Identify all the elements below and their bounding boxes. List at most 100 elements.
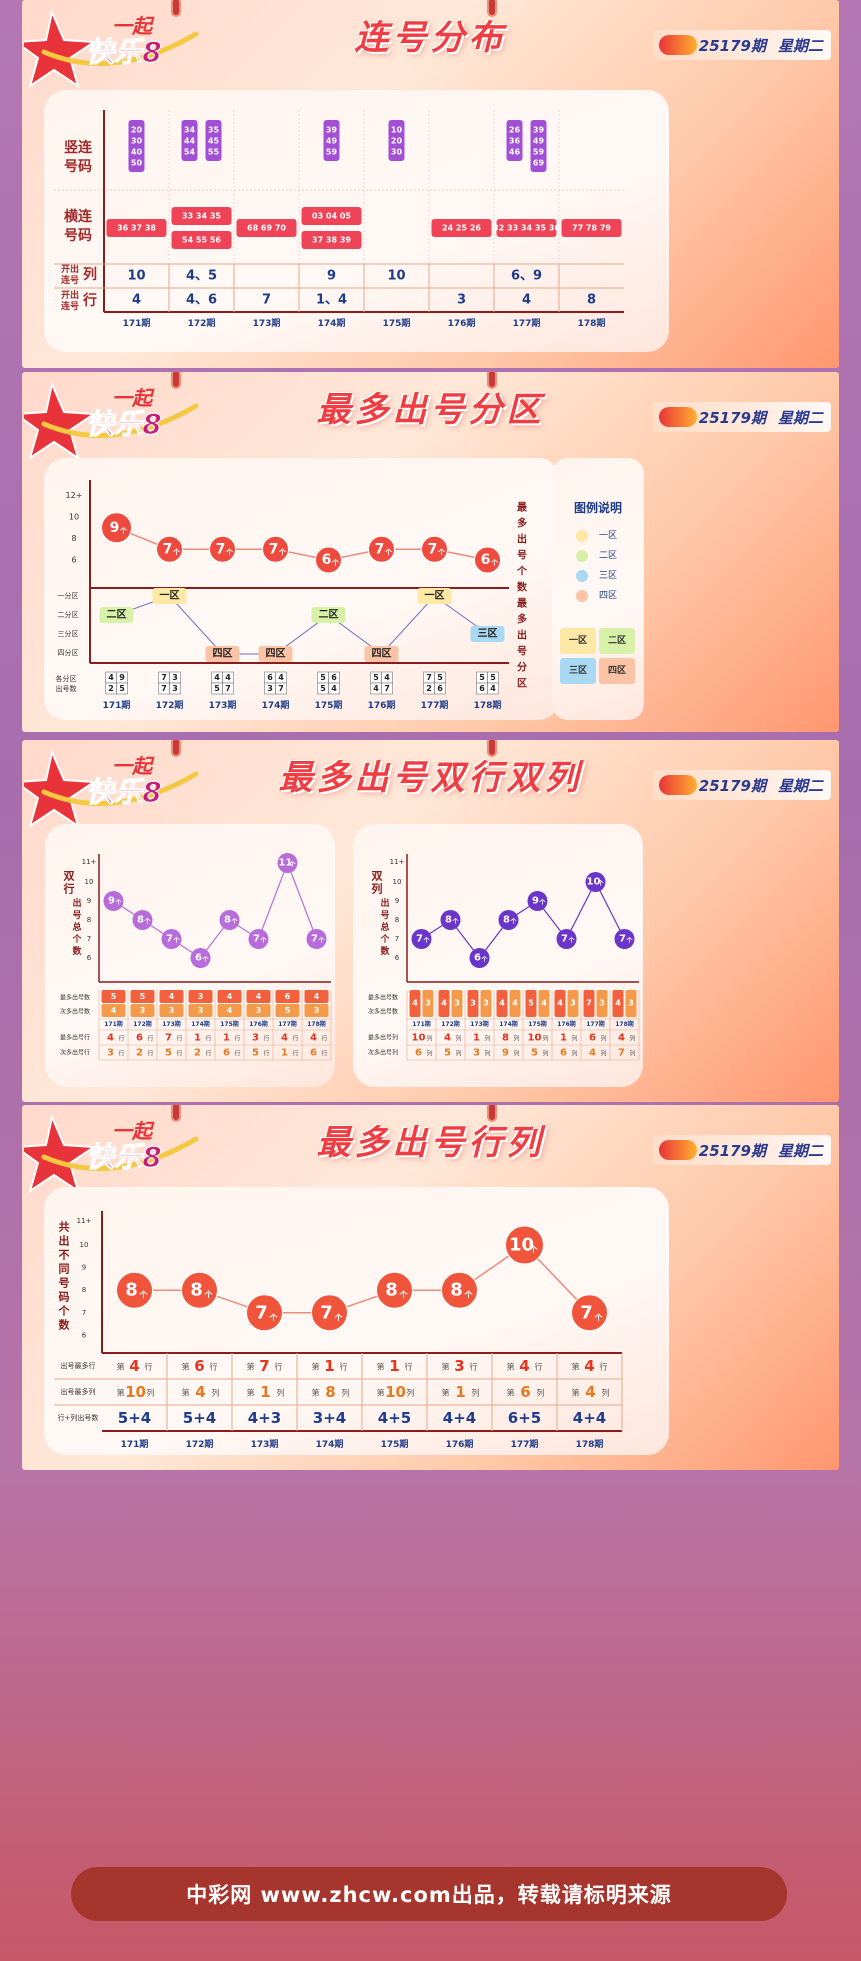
second-count-badge	[101, 1004, 126, 1017]
max-count: 5	[140, 992, 146, 1001]
zone-tick: 二分区	[58, 610, 79, 619]
second-suffix: 列	[600, 1050, 606, 1058]
horizontal-run-number: 77 78 79	[572, 224, 611, 233]
y-axis-label: 行	[63, 882, 75, 896]
vertical-run-number: 39	[326, 126, 338, 135]
row-prefix: 第	[442, 1362, 450, 1372]
max-value: 4	[310, 1033, 317, 1044]
row-suffix: 行	[600, 1362, 608, 1372]
section-title: 连号分布	[354, 18, 507, 58]
count-cell	[487, 682, 499, 695]
row-suffix: 行	[145, 1362, 153, 1372]
second-value: 1	[281, 1048, 288, 1059]
second-suffix: 行	[292, 1050, 298, 1058]
column-value: 10	[127, 269, 145, 284]
pin-icon	[171, 740, 181, 757]
data-label: 10	[587, 877, 601, 888]
period-label: 174期	[316, 1438, 344, 1450]
data-unit: 个	[139, 1290, 149, 1300]
vertical-run-number: 30	[131, 137, 143, 146]
second-suffix: 行	[321, 1050, 327, 1058]
data-point	[441, 1271, 478, 1309]
max-suffix: 列	[629, 1035, 635, 1043]
y-axis-label: 出	[517, 533, 527, 546]
count-value: 2	[426, 684, 432, 693]
second-count-badge	[567, 990, 579, 1017]
data-label: 6	[195, 953, 202, 964]
data-label: 8	[190, 1280, 203, 1301]
max-row: 4	[519, 1357, 529, 1375]
chart-card-rows: 11+ 10 9 8 7 6 双行出号总个数 9 个 8 个 7 个 6 个 8 个 7 个 11 个 7 个最多出号数 次多…	[45, 824, 335, 1087]
panel-double: 一起 快乐8 最多出号双行双列 25179期 星期二 11+ 10 9 8 7 6 双行出号总个…	[22, 740, 839, 1102]
weekday: 星期二	[777, 408, 823, 427]
max-row: 1	[324, 1357, 334, 1375]
y-axis-label: 同	[59, 1263, 70, 1276]
second-count-badge	[159, 1004, 184, 1017]
data-label: 7	[416, 934, 423, 945]
max-col: 8	[325, 1383, 335, 1401]
vertical-run-box	[128, 120, 145, 172]
second-suffix: 行	[118, 1050, 124, 1058]
pin-icon	[171, 1105, 181, 1122]
legend-swatch	[576, 550, 588, 562]
max-value: 1	[560, 1033, 567, 1044]
panel-zones: 一起 快乐8 最多出号分区 25179期 星期二 12+ 10 8 6 最多出号个数最多出号…	[22, 372, 839, 732]
zone-line	[116, 595, 488, 655]
period-label: 174期	[262, 699, 290, 711]
data-point	[527, 891, 548, 911]
period-label: 173期	[253, 317, 281, 329]
second-count: 3	[599, 999, 605, 1008]
max-suffix: 行	[118, 1035, 124, 1043]
second-count-badge	[480, 990, 492, 1017]
row-prefix: 第	[507, 1362, 515, 1372]
y-tick: 11+	[77, 1217, 92, 1225]
row-value: 4	[522, 293, 531, 308]
row-suffix: 行	[275, 1362, 283, 1372]
zone-axis-label: 区	[517, 678, 527, 690]
max-row: 3	[454, 1357, 464, 1375]
y-axis-label: 号	[380, 910, 389, 921]
y-axis-label: 最	[517, 502, 528, 514]
pin-icon	[171, 372, 181, 389]
second-value: 5	[444, 1048, 451, 1059]
second-suffix: 列	[513, 1050, 519, 1058]
count-value: 4	[373, 684, 379, 693]
panel-rowcol: 一起 快乐8 最多出号行列 25179期 星期二 11+ 10 9 8 7 6 共出不同号码个数…	[22, 1105, 839, 1470]
vertical-run-number: 10	[391, 126, 403, 135]
mini-logo-icon	[659, 407, 697, 427]
zone-badge	[99, 607, 134, 623]
col-suffix: 列	[407, 1388, 415, 1398]
issue-number: 25179期	[698, 408, 766, 427]
max-count-badge	[275, 990, 300, 1003]
max-count: 6	[285, 992, 291, 1001]
vertical-run-number: 55	[208, 148, 220, 157]
row-label: 最多出号数	[60, 994, 90, 1002]
zone-label: 四区	[372, 648, 392, 660]
data-label: 8	[445, 915, 452, 926]
max-count: 4	[227, 992, 233, 1001]
y-axis-label: 不	[59, 1249, 70, 1262]
second-suffix: 行	[176, 1050, 182, 1058]
max-value: 1	[223, 1033, 230, 1044]
max-value: 1	[473, 1033, 480, 1044]
data-point	[421, 535, 448, 563]
period-label: 171期	[412, 1020, 431, 1028]
data-point	[219, 910, 240, 930]
zone-label: 二区	[319, 609, 339, 621]
max-row: 4	[584, 1357, 594, 1375]
period-label: 178期	[474, 699, 502, 711]
period-label: 176期	[448, 317, 476, 329]
y-tick: 8	[71, 534, 76, 543]
row-value: 4、6	[186, 293, 217, 308]
data-point	[181, 1271, 218, 1309]
sum-value: 4+3	[248, 1409, 281, 1427]
max-count: 4	[314, 992, 320, 1001]
count-value: 6	[267, 673, 273, 682]
zone-badge	[258, 646, 293, 662]
y-tick: 8	[395, 916, 399, 924]
y-axis-label: 号	[59, 1277, 70, 1290]
y-axis-label: 数	[517, 581, 528, 594]
